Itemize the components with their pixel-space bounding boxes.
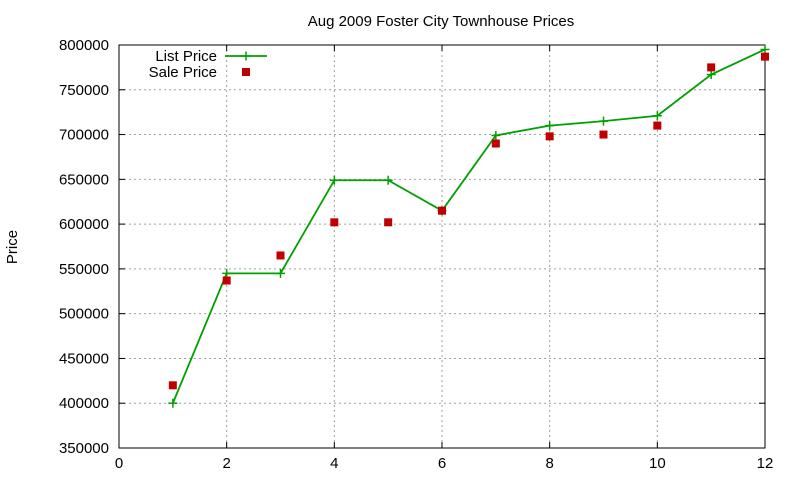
y-tick-label: 700000: [59, 127, 109, 144]
legend-marker-sale-price: [242, 68, 250, 76]
chart-title: Aug 2009 Foster City Townhouse Prices: [308, 13, 575, 30]
point-list-price: [168, 398, 178, 408]
grid: [119, 45, 765, 448]
point-sale-price: [330, 218, 339, 227]
point-sale-price: [491, 139, 500, 148]
point-sale-price: [222, 276, 231, 285]
y-tick-label: 350000: [59, 440, 109, 457]
series-line-list-price: [172, 48, 766, 404]
x-tick-label: 6: [438, 455, 446, 472]
axis-ticks: 350000 400000 450000 500000 550000 600000 6500…: [59, 37, 773, 472]
y-tick-label: 550000: [59, 261, 109, 278]
y-tick-label: 600000: [59, 216, 109, 233]
x-tick-label: 10: [649, 455, 666, 472]
x-tick-label: 0: [115, 455, 123, 472]
point-list-price: [706, 70, 716, 80]
point-list-price: [383, 175, 393, 185]
point-sale-price: [707, 63, 716, 72]
y-tick-label: 500000: [59, 306, 109, 323]
x-tick-label: 4: [330, 455, 338, 472]
x-tick-label: 12: [757, 455, 774, 472]
legend-swatches: [225, 51, 267, 76]
legend-label-list-price: List Price: [155, 48, 217, 65]
point-sale-price: [438, 206, 446, 215]
point-sale-price: [384, 218, 393, 227]
point-list-price: [222, 268, 232, 278]
point-list-price: [545, 121, 555, 131]
point-list-price: [491, 130, 501, 140]
point-list-price: [329, 175, 339, 185]
x-tick-label: 2: [222, 455, 230, 472]
point-list-price: [760, 44, 770, 54]
y-tick-label: 400000: [59, 395, 109, 412]
point-sale-price: [168, 381, 177, 390]
legend: List Price Sale Price: [149, 48, 267, 81]
point-sale-price: [276, 251, 285, 260]
point-list-price: [652, 111, 662, 121]
point-sale-price: [761, 52, 769, 61]
y-tick-label: 450000: [59, 350, 109, 367]
x-tick-label: 8: [545, 455, 553, 472]
point-list-price: [276, 268, 285, 278]
point-list-price: [599, 116, 608, 126]
y-axis-label: Price: [4, 230, 21, 264]
point-sale-price: [653, 121, 662, 130]
series-layer: [168, 44, 770, 408]
legend-label-sale-price: Sale Price: [149, 64, 217, 81]
y-tick-label: 750000: [59, 82, 109, 99]
y-tick-label: 800000: [59, 37, 109, 54]
point-sale-price: [545, 132, 554, 141]
point-sale-price: [599, 130, 608, 139]
y-tick-label: 650000: [59, 171, 109, 188]
legend-marker-list-price: [241, 51, 251, 61]
